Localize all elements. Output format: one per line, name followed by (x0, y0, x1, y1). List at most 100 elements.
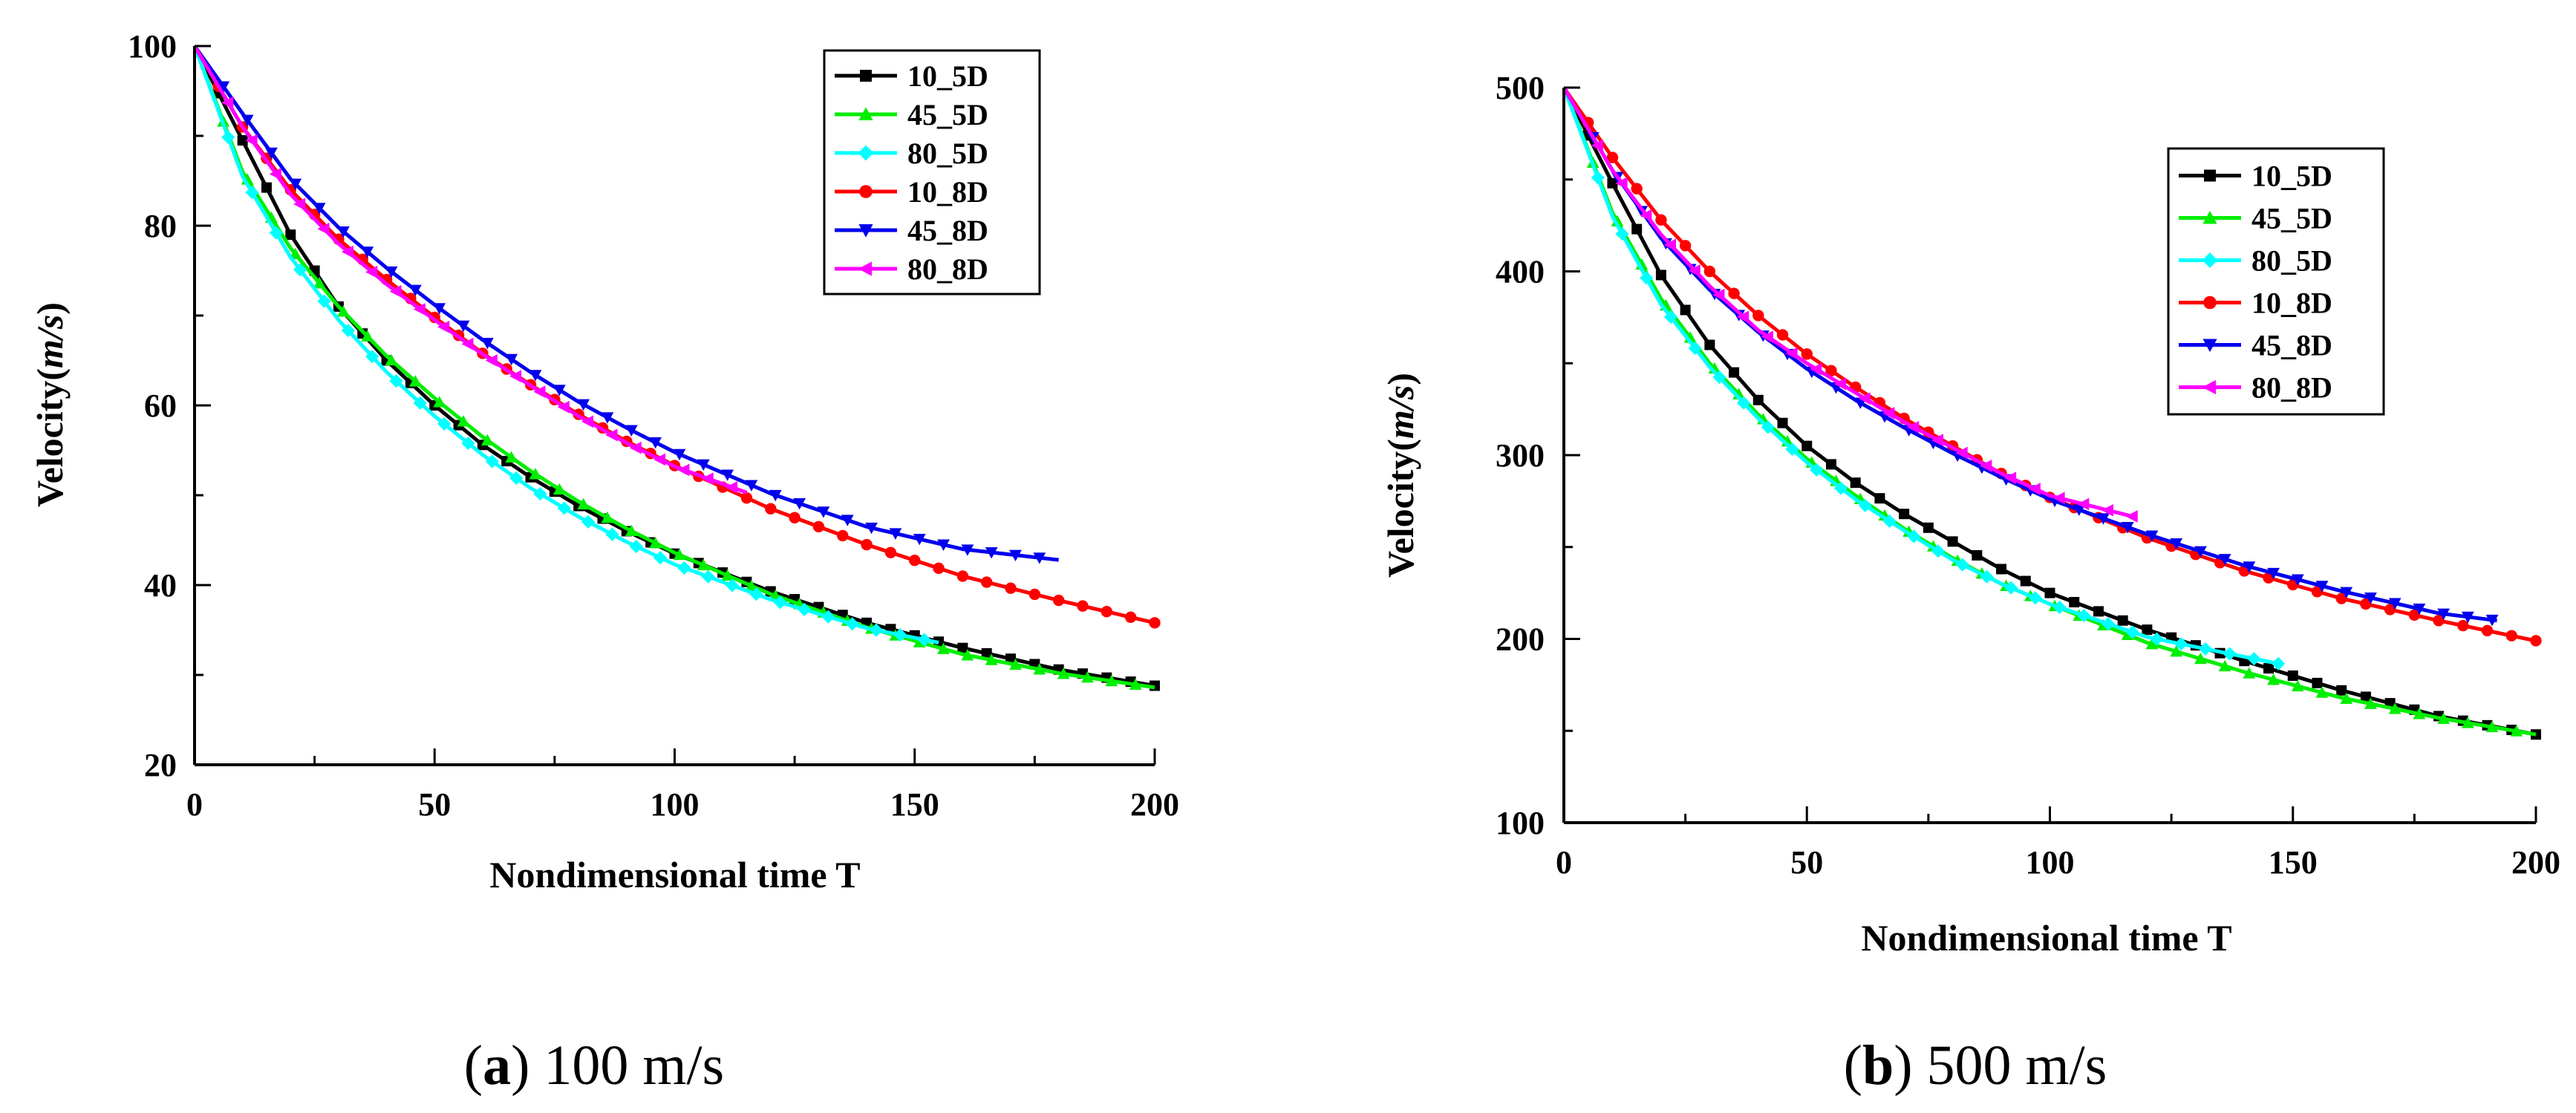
chart-a-data-point-45_5D (433, 396, 446, 408)
chart-a-y-tick-label: 100 (128, 28, 177, 65)
chart-b-data-point-10_8D (2311, 586, 2324, 598)
chart-b-data-point-10_5D (2093, 606, 2104, 617)
chart-a-data-point-45_5D (505, 451, 518, 463)
chart-a-legend-marker (858, 145, 874, 161)
chart-a-x-tick-label: 0 (186, 786, 203, 823)
chart-a-data-point-80_8D (341, 245, 353, 258)
chart-a-data-point-45_5D (649, 536, 662, 549)
chart-a-data-point-80_5D (845, 617, 859, 631)
chart-a-data-point-45_8D (697, 459, 710, 471)
chart-a-data-point-45_5D (1105, 674, 1118, 687)
chart-b-data-point-45_8D (2243, 561, 2256, 573)
chart-b-data-point-80_5D (1858, 498, 1872, 512)
chart-a-x-tick-label: 150 (890, 786, 939, 823)
chart-b-legend-marker (2203, 296, 2217, 310)
chart-b-series-line-80_8D (1562, 86, 2138, 520)
chart-a-data-point-80_8D (605, 428, 618, 442)
chart-b-data-point-10_8D (2384, 604, 2396, 616)
chart-b-data-point-10_5D (1996, 564, 2007, 575)
chart-a-data-point-80_8D (725, 480, 738, 494)
chart-b-x-tick-label: 50 (1790, 844, 1823, 881)
chart-b-y-tick-label: 200 (1496, 621, 1545, 658)
chart-b-data-point-45_8D (2073, 504, 2086, 516)
chart-a-series-80_8D (192, 45, 748, 495)
chart-b-legend-label: 10_5D (2251, 160, 2332, 193)
chart-a-data-point-80_8D (317, 222, 330, 235)
chart-a-data-point-80_5D (677, 561, 691, 575)
chart-a-legend-entry-80_8D: 80_8D (835, 252, 988, 286)
chart-b-data-point-10_5D (1680, 304, 1691, 316)
chart-a-data-point-45_8D (937, 539, 950, 551)
chart-b-y-axis-title: Velocity(m/s) (1380, 373, 1421, 578)
chart-b-legend-label: 80_5D (2251, 244, 2332, 278)
chart-a-y-tick-label: 40 (144, 567, 177, 604)
chart-a-legend-entry-45_8D: 45_8D (835, 214, 988, 247)
chart-b-data-point-45_5D (2388, 702, 2401, 714)
chart-a-data-point-45_5D (1057, 668, 1070, 679)
chart-a-data-point-45_8D (601, 412, 614, 424)
chart-b-data-point-80_8D (1591, 139, 1603, 152)
chart-a-data-point-80_8D (677, 463, 690, 477)
chart-a-data-point-10_5D (957, 642, 968, 653)
chart-b-data-point-10_5D (2360, 691, 2371, 702)
chart-a-data-point-10_8D (740, 492, 753, 504)
chart-b-data-point-80_5D (1785, 442, 1799, 457)
chart-b-data-point-10_5D (2287, 670, 2298, 681)
chart-a-data-point-80_5D (389, 373, 403, 388)
chart-a-data-point-10_8D (933, 562, 945, 575)
chart-a-data-point-45_8D (625, 425, 638, 437)
chart-a-legend-entry-80_5D: 80_5D (835, 137, 988, 170)
chart-b-data-point-10_5D (1874, 493, 1885, 504)
chart-b-data-point-80_8D (2125, 510, 2138, 523)
chart-b-data-point-80_5D (2223, 647, 2237, 661)
chart-a-legend-marker (858, 224, 873, 238)
chart-b-data-point-10_5D (1801, 440, 1813, 451)
chart-b-data-point-10_5D (1704, 339, 1715, 350)
chart-b-series-80_5D (1562, 87, 2286, 670)
chart-a-data-point-45_8D (649, 437, 662, 449)
chart-b-data-point-80_5D (1907, 529, 1921, 544)
chart-b-data-point-45_8D (2097, 513, 2110, 525)
chart-b-data-point-10_8D (1728, 287, 1740, 299)
chart-b-data-point-80_5D (2004, 581, 2018, 595)
chart-b-data-point-10_5D (1607, 177, 1618, 189)
chart-b-data-point-80_5D (2125, 625, 2139, 639)
chart-a-data-point-45_8D (769, 489, 782, 502)
chart-b-data-point-80_5D (1615, 226, 1629, 241)
chart-a-data-point-80_5D (221, 130, 235, 144)
chart-a-data-point-45_8D (865, 522, 878, 535)
chart-a-legend-label: 45_5D (907, 98, 988, 131)
chart-b-data-point-10_8D (2335, 593, 2347, 604)
chart-b-x-tick-label: 150 (2269, 844, 2318, 881)
chart-b-series-line-10_5D (1562, 86, 2537, 737)
chart-a-data-point-10_8D (1100, 605, 1113, 618)
chart-b-data-point-80_8D (1615, 177, 1628, 190)
chart-a-data-point-10_8D (765, 503, 777, 515)
chart-b-data-point-45_8D (2145, 530, 2159, 542)
chart-a-axes: 0 50 100 150 200 20 40 60 80 100 (128, 28, 1179, 823)
chart-b-data-point-80_5D (2028, 591, 2042, 605)
chart-a-data-point-80_5D (653, 550, 668, 565)
chart-b-data-point-80_5D (1833, 481, 1848, 495)
chart-a-data-point-45_5D (721, 569, 734, 581)
chart-b-legend-entry-10_5D: 10_5D (2179, 160, 2332, 193)
chart-b-data-point-45_8D (2388, 598, 2401, 610)
chart-b-legend-marker (2202, 252, 2218, 268)
chart-b-data-point-45_8D (2170, 538, 2183, 550)
chart-b-data-point-10_8D (2481, 624, 2494, 637)
chart-a-data-point-45_8D (552, 385, 566, 396)
chart-b-x-tick-label: 100 (2026, 844, 2075, 881)
chart-b-axes: 0 50 100 150 200 100 200 300 400 500 (1496, 70, 2560, 881)
chart-b-data-point-45_5D (1611, 215, 1624, 226)
chart-a-data-point-45_8D (217, 81, 230, 93)
chart-b: 0 50 100 150 200 100 200 300 400 500 Nondimension… (1380, 70, 2560, 1097)
chart-a-data-point-80_5D (533, 486, 547, 501)
chart-b-data-point-10_5D (2142, 624, 2153, 636)
chart-a-series-line-45_5D (192, 45, 1155, 690)
chart-a-series-group (192, 45, 1161, 691)
chart-b-data-point-45_5D (2315, 686, 2329, 698)
chart-a-legend-label: 80_5D (907, 137, 988, 170)
chart-a-data-point-45_8D (361, 247, 374, 258)
chart-b-data-point-10_8D (2408, 609, 2421, 621)
